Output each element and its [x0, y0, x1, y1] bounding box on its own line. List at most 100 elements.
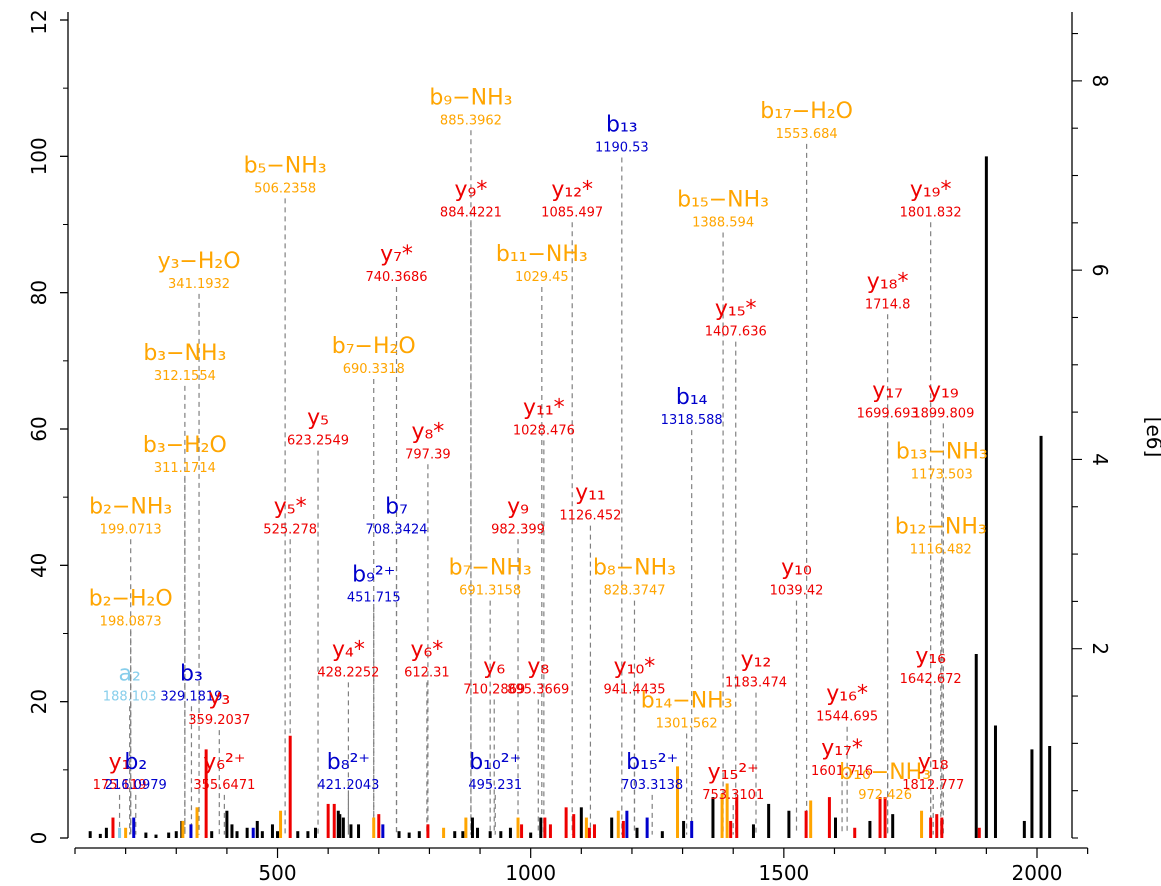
mz-label: 885.3962: [440, 113, 502, 128]
mz-label: 703.3138: [621, 778, 683, 793]
ion-label: a₂: [119, 661, 141, 686]
ion-label: y₉: [507, 494, 529, 519]
ion-label: y₁₈*: [867, 269, 909, 294]
mz-label: 982.399: [491, 522, 545, 537]
x-tick-label: 2000: [1012, 861, 1063, 885]
mz-label: 753.3101: [702, 788, 764, 803]
mz-label: 428.2252: [317, 665, 379, 680]
mz-label: 1039.42: [770, 584, 824, 599]
mz-label: 495.231: [468, 778, 522, 793]
mz-label: 708.3424: [365, 522, 427, 537]
ion-label: y₁₂: [741, 648, 772, 673]
mz-label: 359.2037: [188, 713, 250, 728]
ion-label: b₃−NH₃: [143, 341, 226, 366]
mz-label: 1388.594: [692, 216, 754, 231]
mz-label: 612.31: [404, 665, 450, 680]
right-tick-label: 4: [1088, 453, 1112, 466]
ion-label: y₈: [527, 654, 549, 679]
ion-label: y₁₇*: [821, 736, 863, 761]
peaks: [88, 156, 1052, 838]
x-tick-label: 1000: [505, 861, 556, 885]
x-tick-label: 1500: [758, 861, 809, 885]
ion-label: y₃: [208, 685, 230, 710]
mz-label: 175.119: [93, 778, 147, 793]
mz-label: 972.426: [858, 788, 912, 803]
ion-label: b₁₀−NH₃: [839, 760, 931, 785]
mz-label: 188.103: [103, 689, 157, 704]
ion-label: b₃: [180, 661, 203, 686]
mz-label: 451.715: [347, 590, 401, 605]
ion-label: y₁₂*: [551, 177, 593, 202]
ion-label: b₁₄: [676, 385, 708, 410]
ion-label: y₁₁*: [523, 395, 565, 420]
mz-label: 311.1714: [154, 461, 216, 476]
y-tick-label: 12: [27, 9, 51, 34]
mz-label: 1601.716: [811, 764, 873, 779]
mz-label: 1028.476: [513, 423, 575, 438]
ion-label: b₁₄−NH₃: [641, 689, 733, 714]
ion-label: b₁₅−NH₃: [677, 188, 769, 213]
ion-label: b₁₃−NH₃: [896, 440, 988, 465]
mz-label: 710.2869: [463, 682, 525, 697]
mz-label: 1801.832: [900, 205, 962, 220]
mz-label: 691.3158: [459, 584, 521, 599]
right-axis: 2 4 6 8 [e6]: [1071, 12, 1161, 839]
ion-label: y₁₈: [918, 750, 949, 775]
mz-label: 1714.8: [865, 297, 911, 312]
ion-label: b₉²⁺: [352, 562, 395, 587]
ion-label: y₆: [483, 654, 505, 679]
mz-label: 690.3318: [343, 362, 405, 377]
ion-label: y₁₅*: [715, 297, 757, 322]
ion-label: b₂−NH₃: [89, 494, 172, 519]
mz-label: 312.1554: [154, 369, 216, 384]
ion-label: b₁₀²⁺: [469, 750, 521, 775]
ion-label: y₇*: [380, 242, 413, 267]
right-axis-title: [e6]: [1142, 417, 1161, 458]
mz-label: 884.4221: [440, 205, 502, 220]
mz-label: 1553.684: [776, 127, 838, 142]
ion-label: b₉−NH₃: [429, 85, 512, 110]
mz-label: 1407.636: [705, 325, 767, 340]
ion-label: y₁: [109, 750, 131, 775]
mz-label: 506.2358: [254, 181, 316, 196]
mz-label: 199.0713: [100, 522, 162, 537]
ion-label: b₁₁−NH₃: [496, 242, 588, 267]
ion-label: b₈−NH₃: [593, 556, 676, 581]
ion-label: y₁₁: [575, 481, 606, 506]
ion-label: y₁₀: [781, 556, 812, 581]
x-axis: 500 1000 1500 2000: [74, 847, 1089, 885]
ion-label: y₁₆*: [826, 682, 868, 707]
guide-lines: [118, 130, 944, 835]
mz-label: 1126.452: [559, 509, 621, 524]
y-tick-label: 80: [27, 280, 51, 305]
mz-label: 797.39: [405, 447, 451, 462]
ion-label: y₁₆: [915, 644, 946, 669]
ion-label: y₁₉*: [910, 177, 952, 202]
ion-label: y₈*: [411, 419, 444, 444]
ion-label: b₃−H₂O: [143, 433, 227, 458]
y-axis: 0 20 40 60 80 100 12: [27, 9, 69, 845]
y-tick-label: 0: [27, 832, 51, 845]
ion-label: y₄*: [332, 637, 365, 662]
y-tick-label: 20: [27, 689, 51, 714]
mz-label: 525.278: [263, 522, 317, 537]
mz-label: 341.1932: [168, 277, 230, 292]
mz-label: 1085.497: [541, 205, 603, 220]
ion-label: y₁₅²⁺: [708, 760, 759, 785]
right-tick-label: 8: [1088, 75, 1112, 88]
mz-label: 740.3686: [365, 270, 427, 285]
mz-label: 1173.503: [911, 468, 973, 483]
ion-label: b₇: [385, 494, 408, 519]
mz-label: 1642.672: [900, 672, 962, 687]
ion-label: y₁₀*: [614, 654, 656, 679]
mz-label: 198.0873: [100, 614, 162, 629]
mz-label: 1699.693: [857, 406, 919, 421]
ion-label: b₁₂−NH₃: [895, 515, 987, 540]
mz-label: 216.0979: [105, 778, 167, 793]
ion-label: y₃−H₂O: [158, 249, 241, 274]
mz-label: 329.1819: [160, 689, 222, 704]
right-tick-label: 6: [1088, 264, 1112, 277]
ion-label: y₁₉: [928, 378, 959, 403]
x-tick-label: 500: [258, 861, 296, 885]
mz-label: 1183.474: [725, 676, 787, 691]
